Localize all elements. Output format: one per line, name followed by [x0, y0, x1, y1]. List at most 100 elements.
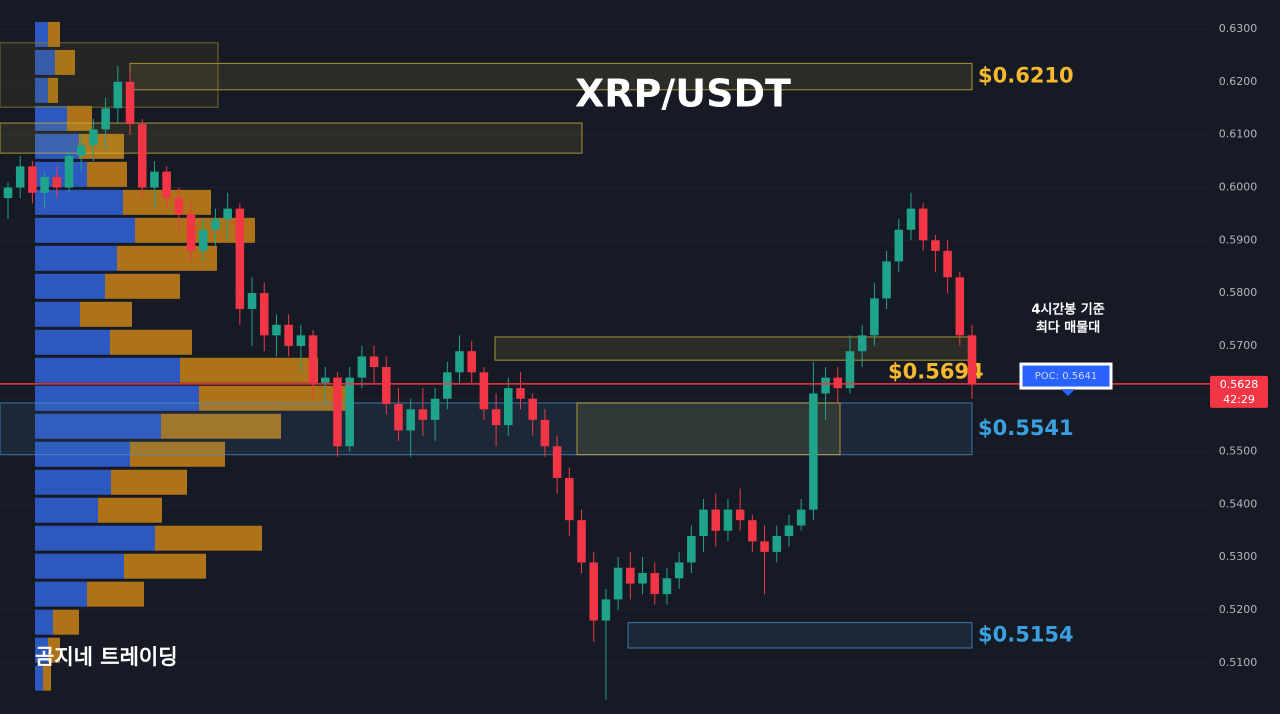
candle-body — [491, 409, 501, 426]
zone — [494, 336, 973, 361]
candle-body — [504, 388, 513, 426]
candle-body — [333, 377, 342, 447]
volume-buy — [35, 357, 180, 383]
zone — [129, 62, 973, 91]
volume-sell — [55, 49, 75, 75]
candle-body — [589, 562, 598, 621]
candle-body — [15, 166, 25, 188]
candle-body — [406, 409, 415, 431]
volume-buy — [35, 77, 48, 103]
y-tick-label: 0.5400 — [1219, 497, 1258, 510]
volume-buy — [35, 665, 43, 691]
last-price-label: 0.5628 — [1220, 378, 1259, 391]
candle-body — [845, 351, 855, 389]
volume-buy — [35, 329, 110, 355]
candle-body — [882, 261, 891, 299]
y-tick-label: 0.5900 — [1219, 233, 1258, 246]
candle-body — [833, 377, 843, 389]
candle-body — [443, 372, 452, 399]
zone-label: $0.5154 — [978, 622, 1074, 646]
candle-body — [967, 335, 977, 384]
candle-body — [626, 567, 635, 584]
candle-body — [284, 324, 293, 346]
volume-sell — [110, 329, 192, 355]
candle-body — [137, 124, 147, 188]
y-tick-label: 0.5100 — [1219, 656, 1258, 669]
candle-body — [174, 198, 184, 214]
candle-body — [748, 520, 757, 542]
zone — [0, 42, 219, 108]
volume-sell — [80, 301, 132, 327]
candle-body — [674, 562, 684, 579]
zone — [576, 402, 841, 456]
chart-title: XRP/USDT — [575, 72, 791, 116]
candle-body — [687, 536, 696, 563]
volume-buy — [35, 133, 79, 159]
candle-body — [320, 377, 330, 383]
zone — [627, 622, 973, 649]
volume-sell — [48, 637, 60, 663]
candle-body — [113, 81, 123, 109]
candle-body — [211, 219, 220, 230]
candle-body — [638, 572, 647, 584]
poc-label: POC: 0.5641 — [1035, 371, 1097, 382]
poc-box — [1019, 362, 1113, 390]
volume-buy — [35, 105, 67, 131]
countdown: 42:29 — [1223, 393, 1255, 406]
watermark: 곰지네 트레이딩 — [35, 645, 178, 669]
volume-sell — [105, 273, 180, 299]
y-tick-label: 0.5800 — [1219, 286, 1258, 299]
volume-sell — [87, 161, 127, 187]
candle-body — [418, 409, 428, 420]
candle-body — [235, 208, 245, 309]
candle-body — [28, 166, 37, 193]
candle-body — [345, 377, 354, 447]
candle-body — [394, 404, 403, 431]
candle-body — [821, 377, 830, 394]
candle-body — [809, 393, 818, 510]
candle-body — [943, 250, 952, 278]
candle-body — [64, 155, 74, 188]
y-tick-label: 0.6200 — [1219, 75, 1258, 88]
volume-buy — [35, 525, 155, 551]
y-tick-label: 0.6300 — [1219, 22, 1258, 35]
volume-buy — [35, 217, 135, 243]
volume-sell — [161, 413, 281, 439]
volume-buy — [35, 301, 80, 327]
candle-body — [601, 599, 611, 621]
volume-sell — [43, 665, 51, 691]
volume-buy — [35, 637, 48, 663]
candle-body — [796, 509, 806, 526]
zone-label: $0.5541 — [978, 416, 1074, 440]
candle-body — [906, 208, 916, 230]
candle-body — [711, 509, 721, 531]
volume-buy — [35, 385, 199, 411]
candle-body — [150, 171, 159, 188]
candle-body — [162, 171, 171, 199]
y-tick-label: 0.5300 — [1219, 550, 1258, 563]
candle-body — [894, 229, 904, 262]
annotation: 4시간봉 기준 — [1031, 302, 1104, 318]
volume-buy — [35, 245, 117, 271]
candle-body — [552, 446, 562, 478]
volume-sell — [67, 105, 92, 131]
volume-sell — [180, 357, 318, 383]
volume-buy — [35, 413, 161, 439]
candle-body — [89, 129, 98, 146]
last-price-tag — [1210, 375, 1268, 408]
poc-pointer — [1061, 389, 1075, 397]
volume-buy — [35, 581, 87, 607]
candle-body — [735, 509, 745, 521]
candle-body — [223, 208, 232, 220]
candle-body — [369, 356, 379, 368]
candle-body — [699, 509, 708, 537]
y-tick-label: 0.5500 — [1219, 445, 1258, 458]
volume-sell — [79, 133, 124, 159]
volume-buy — [35, 21, 48, 47]
candle-body — [382, 367, 391, 405]
candle-body — [528, 398, 537, 420]
volume-sell — [124, 553, 206, 579]
candle-body — [101, 108, 110, 130]
candle-body — [870, 298, 879, 336]
volume-sell — [199, 385, 349, 411]
